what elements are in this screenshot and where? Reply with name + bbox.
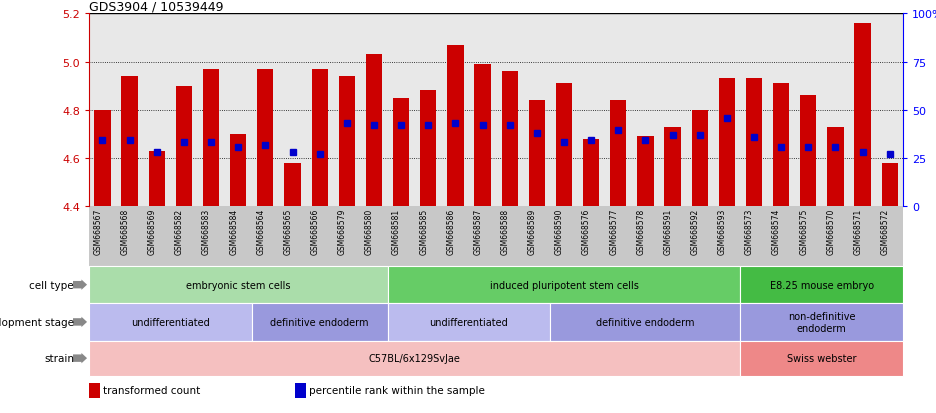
Bar <box>827 127 843 206</box>
Text: GSM668590: GSM668590 <box>555 209 564 255</box>
Bar <box>285 163 300 206</box>
Bar <box>800 96 816 206</box>
Bar <box>637 137 653 206</box>
Bar <box>339 77 355 206</box>
Text: GSM668582: GSM668582 <box>175 209 184 254</box>
Bar <box>746 79 762 206</box>
Text: undifferentiated: undifferentiated <box>131 317 210 327</box>
Bar <box>447 46 463 206</box>
Text: induced pluripotent stem cells: induced pluripotent stem cells <box>490 280 638 290</box>
Text: GSM668575: GSM668575 <box>799 209 809 255</box>
Text: GSM668592: GSM668592 <box>691 209 700 255</box>
Bar <box>176 86 192 206</box>
Text: GSM668584: GSM668584 <box>229 209 238 255</box>
Text: undifferentiated: undifferentiated <box>430 317 508 327</box>
Bar <box>203 70 219 206</box>
Text: GSM668585: GSM668585 <box>419 209 429 255</box>
Text: non-definitive
endoderm: non-definitive endoderm <box>788 311 856 333</box>
Bar <box>855 24 870 206</box>
Bar <box>773 84 789 206</box>
Text: GSM668564: GSM668564 <box>256 209 266 255</box>
Text: GSM668570: GSM668570 <box>826 209 836 255</box>
Bar <box>556 84 572 206</box>
Bar <box>420 91 436 206</box>
Text: definitive endoderm: definitive endoderm <box>596 317 695 327</box>
Text: E8.25 mouse embryo: E8.25 mouse embryo <box>769 280 874 290</box>
Text: GSM668576: GSM668576 <box>582 209 592 255</box>
Bar <box>529 101 545 206</box>
Bar <box>882 163 898 206</box>
Bar <box>257 70 273 206</box>
Text: GSM668588: GSM668588 <box>501 209 510 254</box>
Text: GDS3904 / 10539449: GDS3904 / 10539449 <box>89 0 224 13</box>
Text: GSM668573: GSM668573 <box>745 209 754 255</box>
Text: strain: strain <box>44 353 74 363</box>
Bar <box>502 72 518 206</box>
Bar <box>366 55 382 206</box>
Text: GSM668566: GSM668566 <box>311 209 320 255</box>
Bar <box>665 127 680 206</box>
Text: Swiss webster: Swiss webster <box>787 353 856 363</box>
Text: GSM668578: GSM668578 <box>636 209 646 255</box>
Text: GSM668568: GSM668568 <box>121 209 130 255</box>
Bar <box>149 151 165 206</box>
Text: GSM668591: GSM668591 <box>664 209 673 255</box>
Text: development stage: development stage <box>0 317 74 327</box>
Bar <box>230 135 246 206</box>
Bar <box>312 70 328 206</box>
Text: percentile rank within the sample: percentile rank within the sample <box>309 385 485 395</box>
Bar <box>393 98 409 206</box>
Text: C57BL/6x129SvJae: C57BL/6x129SvJae <box>369 353 461 363</box>
Text: GSM668577: GSM668577 <box>609 209 618 255</box>
Text: GSM668579: GSM668579 <box>338 209 346 255</box>
Text: cell type: cell type <box>29 280 74 290</box>
Bar <box>719 79 735 206</box>
Text: GSM668589: GSM668589 <box>528 209 537 255</box>
Text: embryonic stem cells: embryonic stem cells <box>186 280 290 290</box>
Text: GSM668574: GSM668574 <box>772 209 781 255</box>
Text: GSM668587: GSM668587 <box>474 209 483 255</box>
Bar <box>583 139 599 206</box>
Text: GSM668569: GSM668569 <box>148 209 156 255</box>
Bar <box>475 65 490 206</box>
Text: GSM668581: GSM668581 <box>392 209 401 254</box>
Text: GSM668593: GSM668593 <box>718 209 727 255</box>
Bar <box>610 101 626 206</box>
Text: GSM668571: GSM668571 <box>854 209 863 255</box>
Text: transformed count: transformed count <box>103 385 200 395</box>
Text: definitive endoderm: definitive endoderm <box>271 317 369 327</box>
Bar <box>95 111 110 206</box>
Bar <box>122 77 138 206</box>
Text: GSM668572: GSM668572 <box>881 209 889 255</box>
Text: GSM668565: GSM668565 <box>284 209 293 255</box>
Text: GSM668567: GSM668567 <box>94 209 103 255</box>
Bar <box>692 111 708 206</box>
Text: GSM668583: GSM668583 <box>202 209 212 255</box>
Text: GSM668586: GSM668586 <box>446 209 456 255</box>
Text: GSM668580: GSM668580 <box>365 209 374 255</box>
